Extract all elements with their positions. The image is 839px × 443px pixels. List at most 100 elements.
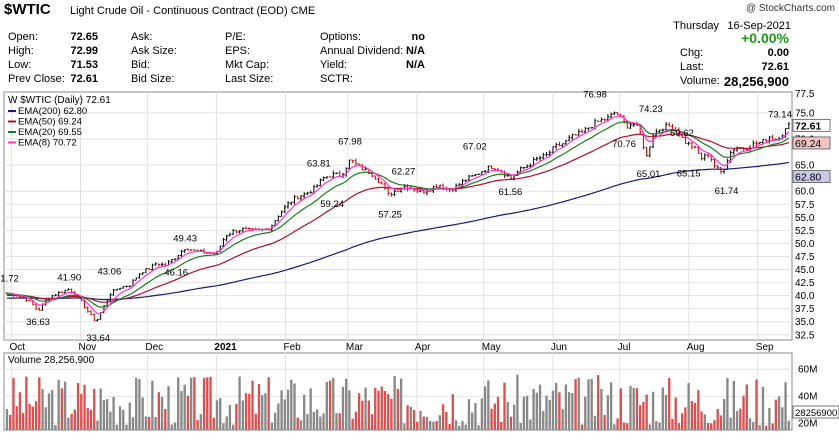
volume-bar — [622, 422, 626, 430]
price-annotation: 70.76 — [612, 139, 636, 150]
price-annotation: 65.01 — [637, 169, 661, 180]
volume-bar — [448, 423, 451, 430]
volume-bar — [687, 383, 690, 430]
symbol-description: Light Crude Oil - Continuous Contract (E… — [70, 5, 315, 17]
volume-bar — [154, 417, 157, 430]
x-tick-label: Aug — [687, 342, 705, 353]
quote-value: 72.61 — [70, 73, 98, 85]
price-annotation: 41.90 — [57, 273, 81, 284]
volume-bar — [47, 393, 51, 430]
volume-bar — [86, 408, 89, 430]
volume-bar — [551, 390, 555, 430]
volume-bar — [467, 399, 471, 430]
volume-bar — [755, 379, 758, 430]
volume-bar — [752, 421, 755, 430]
volume-bar — [458, 425, 461, 430]
volume-bar — [286, 389, 290, 430]
volume-bar — [28, 403, 31, 430]
volume-bar — [228, 405, 232, 430]
volume-bar — [416, 421, 419, 430]
y-tick-label: 65.0 — [795, 161, 815, 172]
quote-value: N/A — [406, 59, 425, 71]
y-tick-label: 32.5 — [795, 330, 815, 341]
volume-last-tag: 28256900 — [795, 408, 837, 419]
volume-bar — [273, 412, 277, 430]
quote-date-value: 16-Sep-2021 — [727, 20, 791, 32]
volume-bar — [509, 416, 513, 430]
volume-bar — [283, 399, 286, 430]
volume-bar — [441, 404, 445, 430]
volume-bar — [341, 386, 345, 430]
quote-label: Prev Close: — [8, 73, 65, 85]
volume-bar — [555, 382, 558, 430]
volume-bar — [564, 384, 568, 430]
volume-bar — [529, 419, 532, 430]
x-tick-label: Jul — [618, 342, 631, 353]
volume-bar — [774, 399, 778, 430]
volume-bar — [454, 420, 458, 430]
price-annotation: 74.23 — [639, 104, 663, 115]
volume-bar — [710, 423, 713, 430]
volume-bar — [225, 416, 228, 430]
volume-bar — [102, 399, 106, 430]
volume-bar — [706, 423, 710, 430]
y-tick-label: 55.0 — [795, 213, 815, 224]
volume-bar — [109, 411, 112, 430]
volume-bar — [658, 422, 661, 430]
legend-item: EMA(8) 70.72 — [18, 138, 77, 149]
volume-bar — [219, 398, 222, 430]
quote-label: EPS: — [225, 45, 251, 57]
volume-bar — [719, 415, 723, 430]
quote-value: no — [411, 31, 425, 43]
volume-bar — [545, 395, 548, 430]
price-annotation: 36.63 — [26, 317, 50, 328]
volume-bar — [684, 407, 687, 430]
quote-label: Ask Size: — [131, 45, 177, 57]
quote-value: 72.99 — [70, 45, 98, 57]
volume-bar — [18, 392, 22, 430]
volume-bar — [303, 394, 306, 430]
volume-bar — [613, 424, 616, 430]
volume-bar — [474, 403, 477, 430]
quote-label: Yield: — [320, 59, 348, 71]
volume-bar — [235, 403, 238, 430]
volume-bar — [73, 409, 77, 430]
price-annotation: 67.02 — [463, 142, 487, 153]
volume-bar — [629, 385, 632, 430]
volume-bar — [367, 400, 370, 430]
volume-bar — [425, 416, 429, 430]
volume-bar — [464, 424, 467, 430]
y-tick-label: 45.0 — [795, 265, 815, 276]
price-annotation: 33.64 — [86, 333, 110, 344]
volume-bar — [80, 393, 83, 430]
price-annotation: 76.98 — [583, 90, 607, 101]
ema50-price-tag-box — [792, 136, 831, 150]
volume-bar — [422, 416, 425, 430]
x-tick-label: Dec — [145, 342, 163, 353]
price-annotation: 67.98 — [338, 137, 362, 148]
price-annotation: 41.72 — [0, 274, 19, 285]
chart-header: $WTIC Light Crude Oil - Continuous Contr… — [0, 0, 839, 20]
volume-bar — [761, 386, 765, 430]
volume-bar — [525, 395, 529, 430]
quote-value: 71.53 — [70, 59, 98, 71]
volume-bar — [34, 401, 38, 430]
volume-bar — [461, 421, 464, 430]
legend-item: EMA(50) 69.24 — [18, 117, 82, 128]
quote-label: SCTR: — [320, 73, 353, 85]
quote-label: Low: — [8, 59, 32, 71]
volume-bar — [781, 407, 784, 430]
volume-bar — [315, 409, 319, 430]
volume-bar — [409, 406, 412, 430]
volume-bar — [496, 396, 500, 430]
volume-bar — [177, 377, 180, 430]
volume-bar — [196, 419, 199, 430]
volume-bar — [764, 425, 768, 430]
volume-bar — [31, 406, 35, 430]
volume-bar — [267, 377, 270, 430]
volume-bar — [270, 422, 274, 430]
quote-label: Open: — [8, 31, 38, 43]
volume-bar — [215, 400, 219, 430]
quote-label: Mkt Cap: — [225, 59, 270, 71]
volume-bar — [383, 391, 387, 430]
